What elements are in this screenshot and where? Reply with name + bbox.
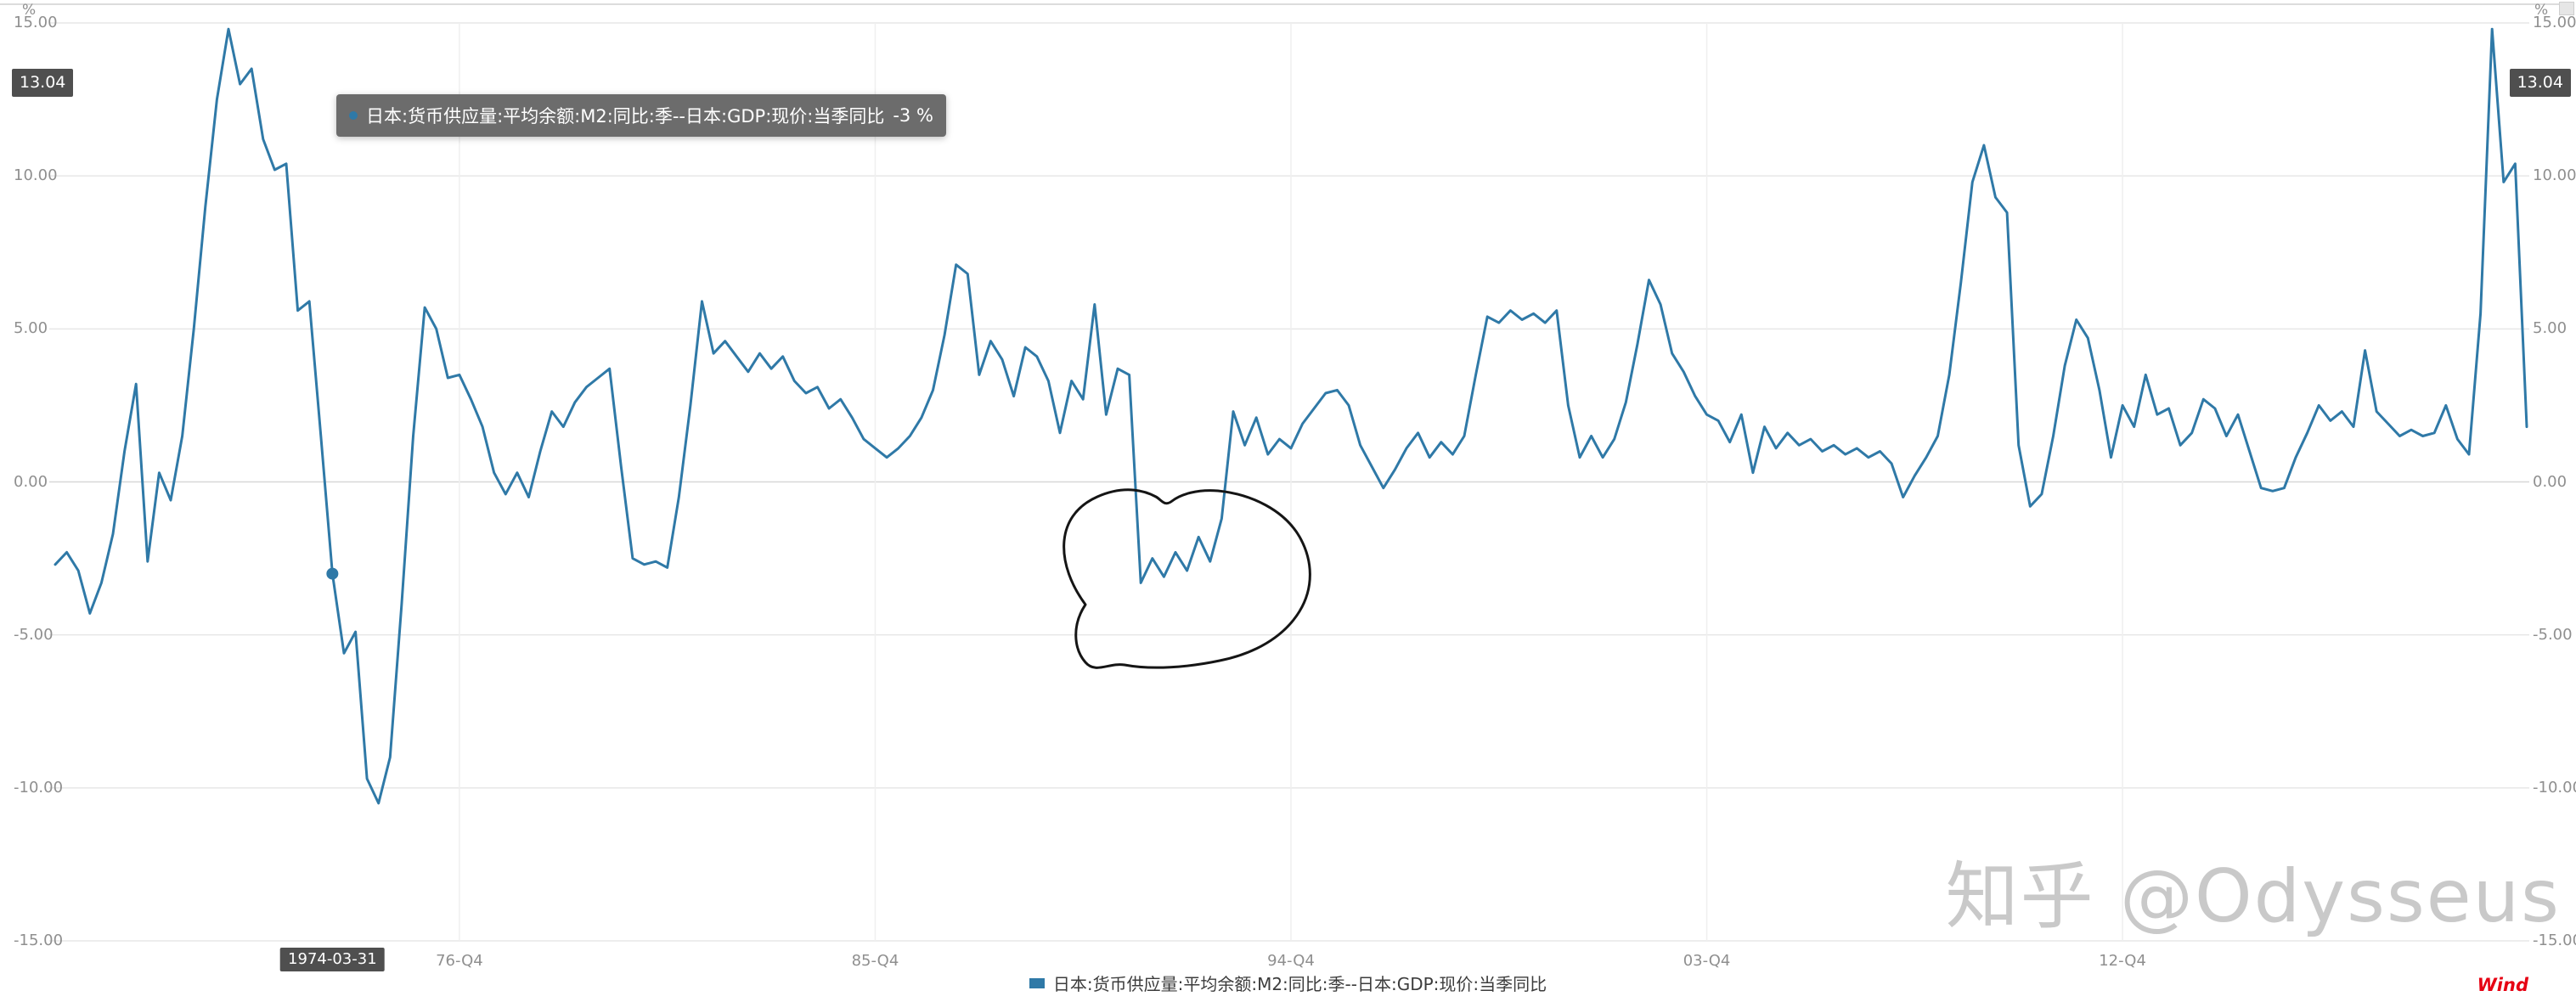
y-tick-label-right: -5.00 <box>2533 625 2573 644</box>
y-tick-label-right: -15.00 <box>2533 932 2576 949</box>
tooltip-series-label: 日本:货币供应量:平均余额:M2:同比:季--日本:GDP:现价:当季同比 <box>366 106 885 127</box>
y-axis-unit-right: % <box>2534 2 2549 19</box>
y-tick-label-right: -10.00 <box>2533 778 2576 797</box>
series-dot-icon <box>349 111 358 120</box>
y-tick-label-left: -15.00 <box>14 932 64 949</box>
y-tick-label-right: 10.00 <box>2533 166 2576 185</box>
highlight-point-marker[interactable] <box>326 567 339 580</box>
top-border-line <box>0 3 2559 5</box>
x-tick-label: 12-Q4 <box>2099 952 2146 970</box>
x-tick-label: 85-Q4 <box>851 952 899 970</box>
y-axis-unit-left: % <box>22 2 37 19</box>
legend-swatch-icon <box>1029 977 1045 988</box>
hand-drawn-circle-annotation <box>1063 488 1311 669</box>
y-tick-label-right: 15.00 <box>2533 14 2576 31</box>
latest-value-badge-right: 13.04 <box>2509 68 2571 97</box>
series-line <box>54 27 2528 805</box>
tooltip-value: -3 % <box>893 105 933 126</box>
y-tick-label-left: 10.00 <box>14 166 58 185</box>
selected-date-badge: 1974-03-31 <box>280 948 385 971</box>
latest-value-badge-left: 13.04 <box>12 68 74 97</box>
y-tick-label-left: -5.00 <box>14 625 54 644</box>
y-tick-label-right: 0.00 <box>2533 472 2568 491</box>
wind-logo: Wind <box>2477 975 2528 995</box>
y-tick-label-left: 0.00 <box>14 472 48 491</box>
x-tick-label: 76-Q4 <box>436 952 483 970</box>
y-tick-label-left: 5.00 <box>14 319 48 338</box>
scrollbar-corner[interactable] <box>2559 2 2574 15</box>
legend-label: 日本:货币供应量:平均余额:M2:同比:季--日本:GDP:现价:当季同比 <box>1052 974 1547 994</box>
y-tick-label-left: 15.00 <box>14 14 58 31</box>
y-tick-label-left: -10.00 <box>14 778 64 797</box>
tooltip: 日本:货币供应量:平均余额:M2:同比:季--日本:GDP:现价:当季同比 -3… <box>336 94 946 137</box>
x-tick-label: 94-Q4 <box>1267 952 1315 970</box>
x-tick-label: 03-Q4 <box>1683 952 1731 970</box>
y-tick-label-right: 5.00 <box>2533 319 2568 338</box>
watermark: 知乎 @Odysseus <box>1945 854 2561 939</box>
legend[interactable]: 日本:货币供应量:平均余额:M2:同比:季--日本:GDP:现价:当季同比 <box>0 971 2576 995</box>
